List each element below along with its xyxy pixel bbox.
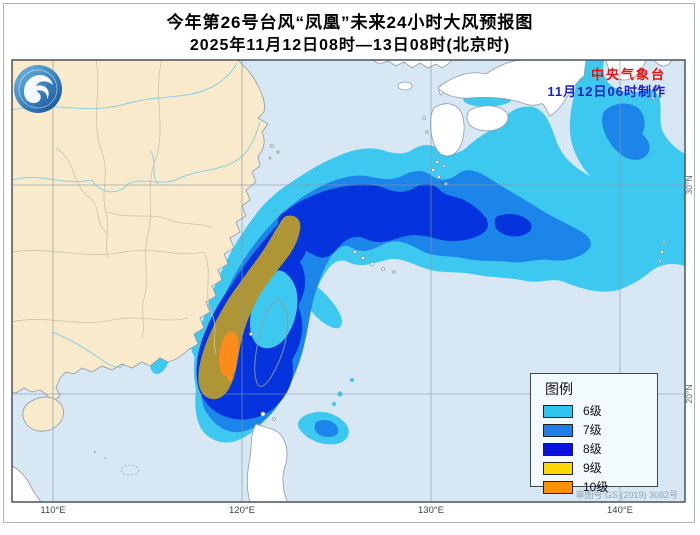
legend-label: 10级 — [583, 479, 609, 494]
cma-logo-icon — [14, 65, 62, 113]
kyushu — [430, 103, 465, 157]
wind-area-level10 — [219, 331, 239, 381]
latitude-labels: 30°N 20°N — [684, 176, 694, 404]
maker-agency: 中央气象台 — [590, 67, 666, 82]
map-approval-number: 审图号:GS (2019) 3082号 — [575, 489, 678, 500]
level9-swatch — [543, 461, 573, 475]
page-title: 今年第26号台风“凤凰”未来24小时大风预报图 — [166, 13, 534, 32]
lon-label: 120°E — [229, 505, 255, 516]
shikoku — [466, 105, 509, 132]
legend-label: 7级 — [583, 422, 602, 437]
lat-label: 30°N — [684, 176, 694, 195]
pratas-atoll — [120, 464, 140, 476]
legend-row: 7级 — [543, 423, 657, 437]
vietnam-coast — [12, 465, 42, 502]
lat-label: 20°N — [684, 385, 694, 404]
taiwan-outline — [254, 298, 289, 387]
lon-label: 140°E — [607, 505, 633, 516]
level10-swatch — [543, 480, 573, 494]
honshu-mid — [605, 60, 647, 81]
legend-row: 6级 — [543, 404, 657, 418]
korea — [371, 60, 453, 69]
islet-dot — [104, 457, 106, 459]
lon-label: 110°E — [40, 505, 65, 516]
foreign-land — [12, 60, 673, 502]
islet-dot — [94, 451, 96, 453]
level7-swatch — [543, 423, 573, 437]
level6-swatch — [543, 404, 573, 418]
legend-row: 8级 — [543, 442, 657, 456]
maker-timestamp: 11月12日06时制作 — [547, 84, 666, 99]
longitude-labels: 110°E 120°E 130°E 140°E — [40, 505, 633, 516]
page-subtitle: 2025年11月12日08时—13日08时(北京时) — [189, 37, 511, 54]
legend-label: 8级 — [583, 441, 602, 456]
honshu-west — [437, 60, 587, 117]
map-border — [11, 59, 686, 503]
province-borders — [12, 60, 217, 355]
legend-row: 9级 — [543, 461, 657, 475]
legend-label: 9级 — [583, 460, 602, 475]
jeju-island — [397, 81, 413, 91]
legend-title: 图例 — [545, 381, 573, 397]
legend-row: 10级 — [543, 480, 657, 494]
legend: 图例 6级 7级 8级 9级 10级 — [530, 373, 658, 494]
lon-label: 130°E — [418, 505, 444, 516]
outer-frame — [3, 3, 695, 523]
level8-swatch — [543, 442, 573, 456]
luzon — [246, 423, 288, 502]
legend-label: 6级 — [583, 403, 602, 418]
